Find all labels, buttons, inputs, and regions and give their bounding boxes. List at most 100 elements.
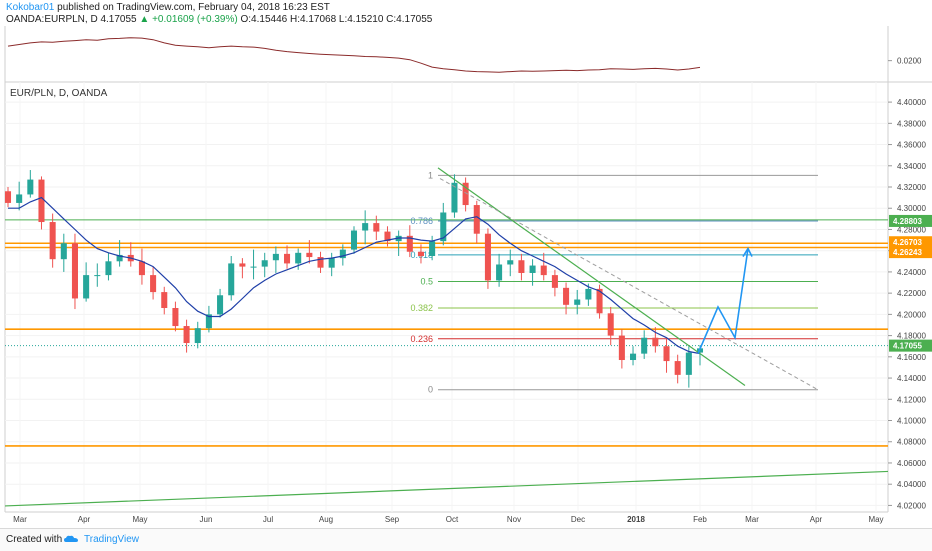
chart-header: Kokobar01 published on TradingView.com, … [0, 0, 932, 26]
x-tick-label: Oct [446, 515, 459, 524]
candle-body [451, 182, 458, 213]
fib-level-label: 0.786 [410, 216, 433, 226]
candle-body [429, 241, 436, 256]
candle-body [306, 252, 313, 258]
y-tick-label: 4.28000 [897, 225, 926, 234]
candle-body [16, 194, 23, 203]
candle-body [339, 249, 346, 259]
last-price: 4.17055 [100, 14, 137, 25]
y-tick-label: 4.34000 [897, 162, 926, 171]
x-tick-label: Aug [319, 515, 333, 524]
candle-body [473, 205, 480, 234]
x-tick-label: May [132, 515, 147, 524]
x-tick-label: Mar [13, 515, 27, 524]
candle-body [38, 179, 45, 223]
candle-body [518, 260, 525, 273]
candle-body [328, 258, 335, 268]
price-label-bg [889, 214, 932, 227]
y-tick-label: 4.38000 [897, 119, 926, 128]
x-tick-label: Mar [745, 515, 759, 524]
candle-body [462, 182, 469, 206]
horizontal-levels [5, 219, 888, 447]
candle-body [630, 353, 637, 361]
candle-body [60, 243, 67, 260]
x-tick-label: Apr [78, 515, 91, 524]
candle-body [272, 253, 279, 261]
tradingview-brand[interactable]: TradingView [84, 534, 140, 545]
y-tick-label: 4.12000 [897, 395, 926, 404]
candle-body [71, 243, 78, 299]
candle-body [574, 299, 581, 305]
descending-trendline [437, 167, 746, 386]
author-link[interactable]: Kokobar01 [6, 2, 55, 13]
candle-body [239, 263, 246, 267]
candle-body [440, 212, 447, 242]
fib-level-label: 1 [428, 170, 433, 180]
indicator-tick-label: 0.0200 [897, 57, 922, 66]
x-tick-label: Apr [810, 515, 823, 524]
y-tick-label: 4.08000 [897, 438, 926, 447]
price-label-bg [889, 236, 932, 249]
y-tick-label: 4.30000 [897, 204, 926, 213]
pane-label: EUR/PLN, D, OANDA [10, 88, 108, 99]
y-tick-label: 4.16000 [897, 353, 926, 362]
y-tick-label: 4.36000 [897, 141, 926, 150]
ma-line [8, 196, 701, 355]
y-tick-label: 4.24000 [897, 268, 926, 277]
candle-body [83, 275, 90, 299]
y-tick-label: 4.02000 [897, 501, 926, 510]
fib-level-label: 0.5 [420, 276, 433, 286]
candle-body [350, 230, 358, 250]
candle-body [284, 253, 291, 264]
created-with-text: Created with [6, 534, 63, 545]
indicator-pane: 0.0200 [7, 37, 922, 73]
candle-body [652, 337, 659, 347]
ohlc-text: O:4.15446 H:4.17068 L:4.15210 C:4.17055 [240, 14, 433, 25]
fib-level-label: 0.236 [410, 334, 433, 344]
candle-body [663, 346, 670, 362]
dashed-trendline [439, 178, 819, 391]
candle-body [417, 251, 424, 256]
candle-body [618, 335, 625, 361]
x-axis: Mar Apr May Jun Jul Aug Sep Oct Nov Dec 2018 Feb Mar… [13, 515, 883, 524]
candle-body [406, 235, 413, 252]
price-label-bg [889, 339, 932, 352]
price-label-text: 4.26243 [893, 248, 922, 257]
candle-body [228, 263, 235, 296]
candle-body [596, 288, 603, 314]
x-tick-label: 2018 [627, 515, 645, 524]
candle-body [217, 295, 224, 315]
long-term-trendline [4, 470, 889, 507]
change-text: +0.01609 (+0.39%) [152, 14, 238, 25]
candle-body [161, 292, 168, 309]
x-tick-label: Jul [263, 515, 273, 524]
y-tick-label: 4.06000 [897, 459, 926, 468]
candle-body [150, 275, 157, 293]
price-label-text: 4.28803 [893, 217, 922, 226]
candle-body [94, 275, 101, 277]
candle-body [484, 233, 491, 281]
y-tick-label: 4.22000 [897, 289, 926, 298]
candle-body [373, 223, 380, 232]
drawings[interactable] [4, 167, 889, 507]
price-label-text: 4.17055 [893, 342, 922, 351]
tradingview-logo-icon [64, 535, 78, 542]
projection-arrowhead [742, 246, 753, 257]
candle-body [384, 231, 391, 242]
candle-body [496, 264, 503, 281]
chart-frame [4, 26, 932, 513]
footer: Created with TradingView [0, 528, 932, 551]
candle-body [250, 266, 257, 268]
y-tick-label: 4.04000 [897, 480, 926, 489]
candles [4, 170, 704, 388]
candle-body [551, 275, 558, 288]
candle-body [317, 257, 324, 268]
projection-path [697, 248, 749, 354]
candle-body [4, 191, 12, 203]
candle-body [585, 288, 592, 300]
y-tick-label: 4.14000 [897, 374, 926, 383]
x-tick-label: May [868, 515, 883, 524]
y-tick-label: 4.20000 [897, 310, 926, 319]
